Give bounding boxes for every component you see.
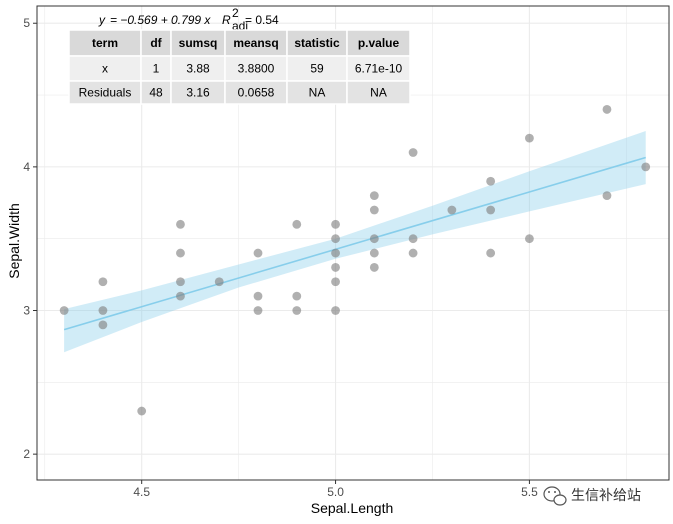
- data-points: [59, 105, 651, 416]
- data-point: [408, 234, 418, 244]
- y-tick-label: 2: [23, 447, 30, 461]
- data-point: [447, 205, 457, 215]
- data-point: [176, 277, 185, 287]
- table-cell-bg: [170, 29, 226, 57]
- data-point: [331, 306, 340, 315]
- data-point: [369, 263, 379, 272]
- y-axis-title: Sepal.Width: [6, 203, 22, 278]
- data-point: [98, 306, 108, 315]
- x-axis-title: Sepal.Length: [311, 500, 394, 516]
- data-point: [331, 248, 340, 258]
- data-point: [59, 306, 69, 315]
- data-point: [176, 219, 185, 229]
- table-header-cell: df: [150, 36, 162, 50]
- data-point: [408, 148, 418, 157]
- data-point: [176, 291, 185, 301]
- data-point: [602, 191, 612, 201]
- data-point: [525, 133, 534, 143]
- data-point: [331, 277, 340, 287]
- data-point: [98, 277, 108, 287]
- data-point: [602, 105, 612, 114]
- data-point: [214, 277, 224, 287]
- data-point: [137, 406, 147, 416]
- regression-equation: y = −0.569 + 0.799 x R 2 adj = 0.54: [98, 6, 279, 33]
- data-point: [98, 320, 108, 330]
- data-point: [369, 205, 379, 215]
- r2-symbol: R: [222, 13, 231, 27]
- watermark: 生信补给站: [543, 486, 641, 506]
- data-point: [486, 248, 496, 258]
- data-point: [486, 205, 496, 215]
- data-point: [253, 291, 263, 301]
- table-header-cell: sumsq: [179, 36, 218, 50]
- table-cell: x: [102, 62, 108, 76]
- r2-value: = 0.54: [245, 13, 279, 27]
- table-cell: Residuals: [79, 86, 132, 100]
- data-point: [292, 306, 302, 315]
- r2-superscript: 2: [232, 6, 239, 20]
- data-point: [369, 248, 379, 258]
- table-cell-bg: [140, 29, 172, 57]
- table-cell: 48: [149, 86, 163, 100]
- data-point: [176, 248, 185, 258]
- table-cell: 3.8800: [238, 62, 275, 76]
- data-point: [331, 219, 340, 229]
- table-cell: 3.88: [186, 62, 210, 76]
- table-header-cell: p.value: [358, 36, 400, 50]
- y-tick-label: 5: [23, 16, 30, 30]
- y-tick-label: 3: [23, 304, 30, 318]
- equation-rhs: = −0.569 + 0.799 x: [110, 13, 211, 27]
- data-point: [331, 234, 340, 244]
- x-tick-label: 4.5: [133, 485, 150, 499]
- table-cell: NA: [370, 86, 387, 100]
- table-header-cell: statistic: [294, 36, 340, 50]
- wechat-icon: [543, 486, 567, 506]
- confidence-band: [64, 131, 646, 353]
- table-cell: 59: [310, 62, 324, 76]
- y-axis-ticks: 2 3 4 5: [23, 16, 37, 461]
- table-cell-bg: [224, 55, 288, 82]
- regression-line: [63, 156, 646, 331]
- data-point: [292, 219, 302, 229]
- table-cell: 3.16: [186, 86, 210, 100]
- data-point: [408, 248, 418, 258]
- anova-table: term df sumsq meansq statistic p.value x 1 3.88 3…: [68, 29, 411, 105]
- data-point: [641, 162, 651, 172]
- data-point: [525, 234, 534, 244]
- data-point: [369, 191, 379, 201]
- x-axis-ticks: 4.5 5.0 5.5: [133, 480, 538, 499]
- watermark-text: 生信补给站: [571, 488, 641, 504]
- data-point: [292, 291, 302, 301]
- table-cell-bg: [346, 80, 411, 105]
- x-tick-label: 5.0: [327, 485, 344, 499]
- table-cell: NA: [309, 86, 326, 100]
- data-point: [486, 176, 496, 186]
- table-cell-bg: [346, 55, 411, 82]
- y-tick-label: 4: [23, 160, 30, 174]
- table-cell-bg: [224, 29, 288, 57]
- data-point: [369, 234, 379, 244]
- table-header-cell: meansq: [233, 36, 278, 50]
- data-point: [253, 248, 263, 258]
- data-point: [253, 306, 263, 315]
- table-cell-bg: [346, 29, 411, 57]
- panel-border: [36, 5, 670, 481]
- x-tick-label: 5.5: [521, 485, 538, 499]
- equation-lhs: y: [98, 13, 106, 27]
- table-header-cell: term: [92, 36, 118, 50]
- table-cell: 6.71e-10: [355, 62, 403, 76]
- data-point: [331, 263, 340, 272]
- table-cell: 0.0658: [238, 86, 275, 100]
- table-cell: 1: [153, 62, 160, 76]
